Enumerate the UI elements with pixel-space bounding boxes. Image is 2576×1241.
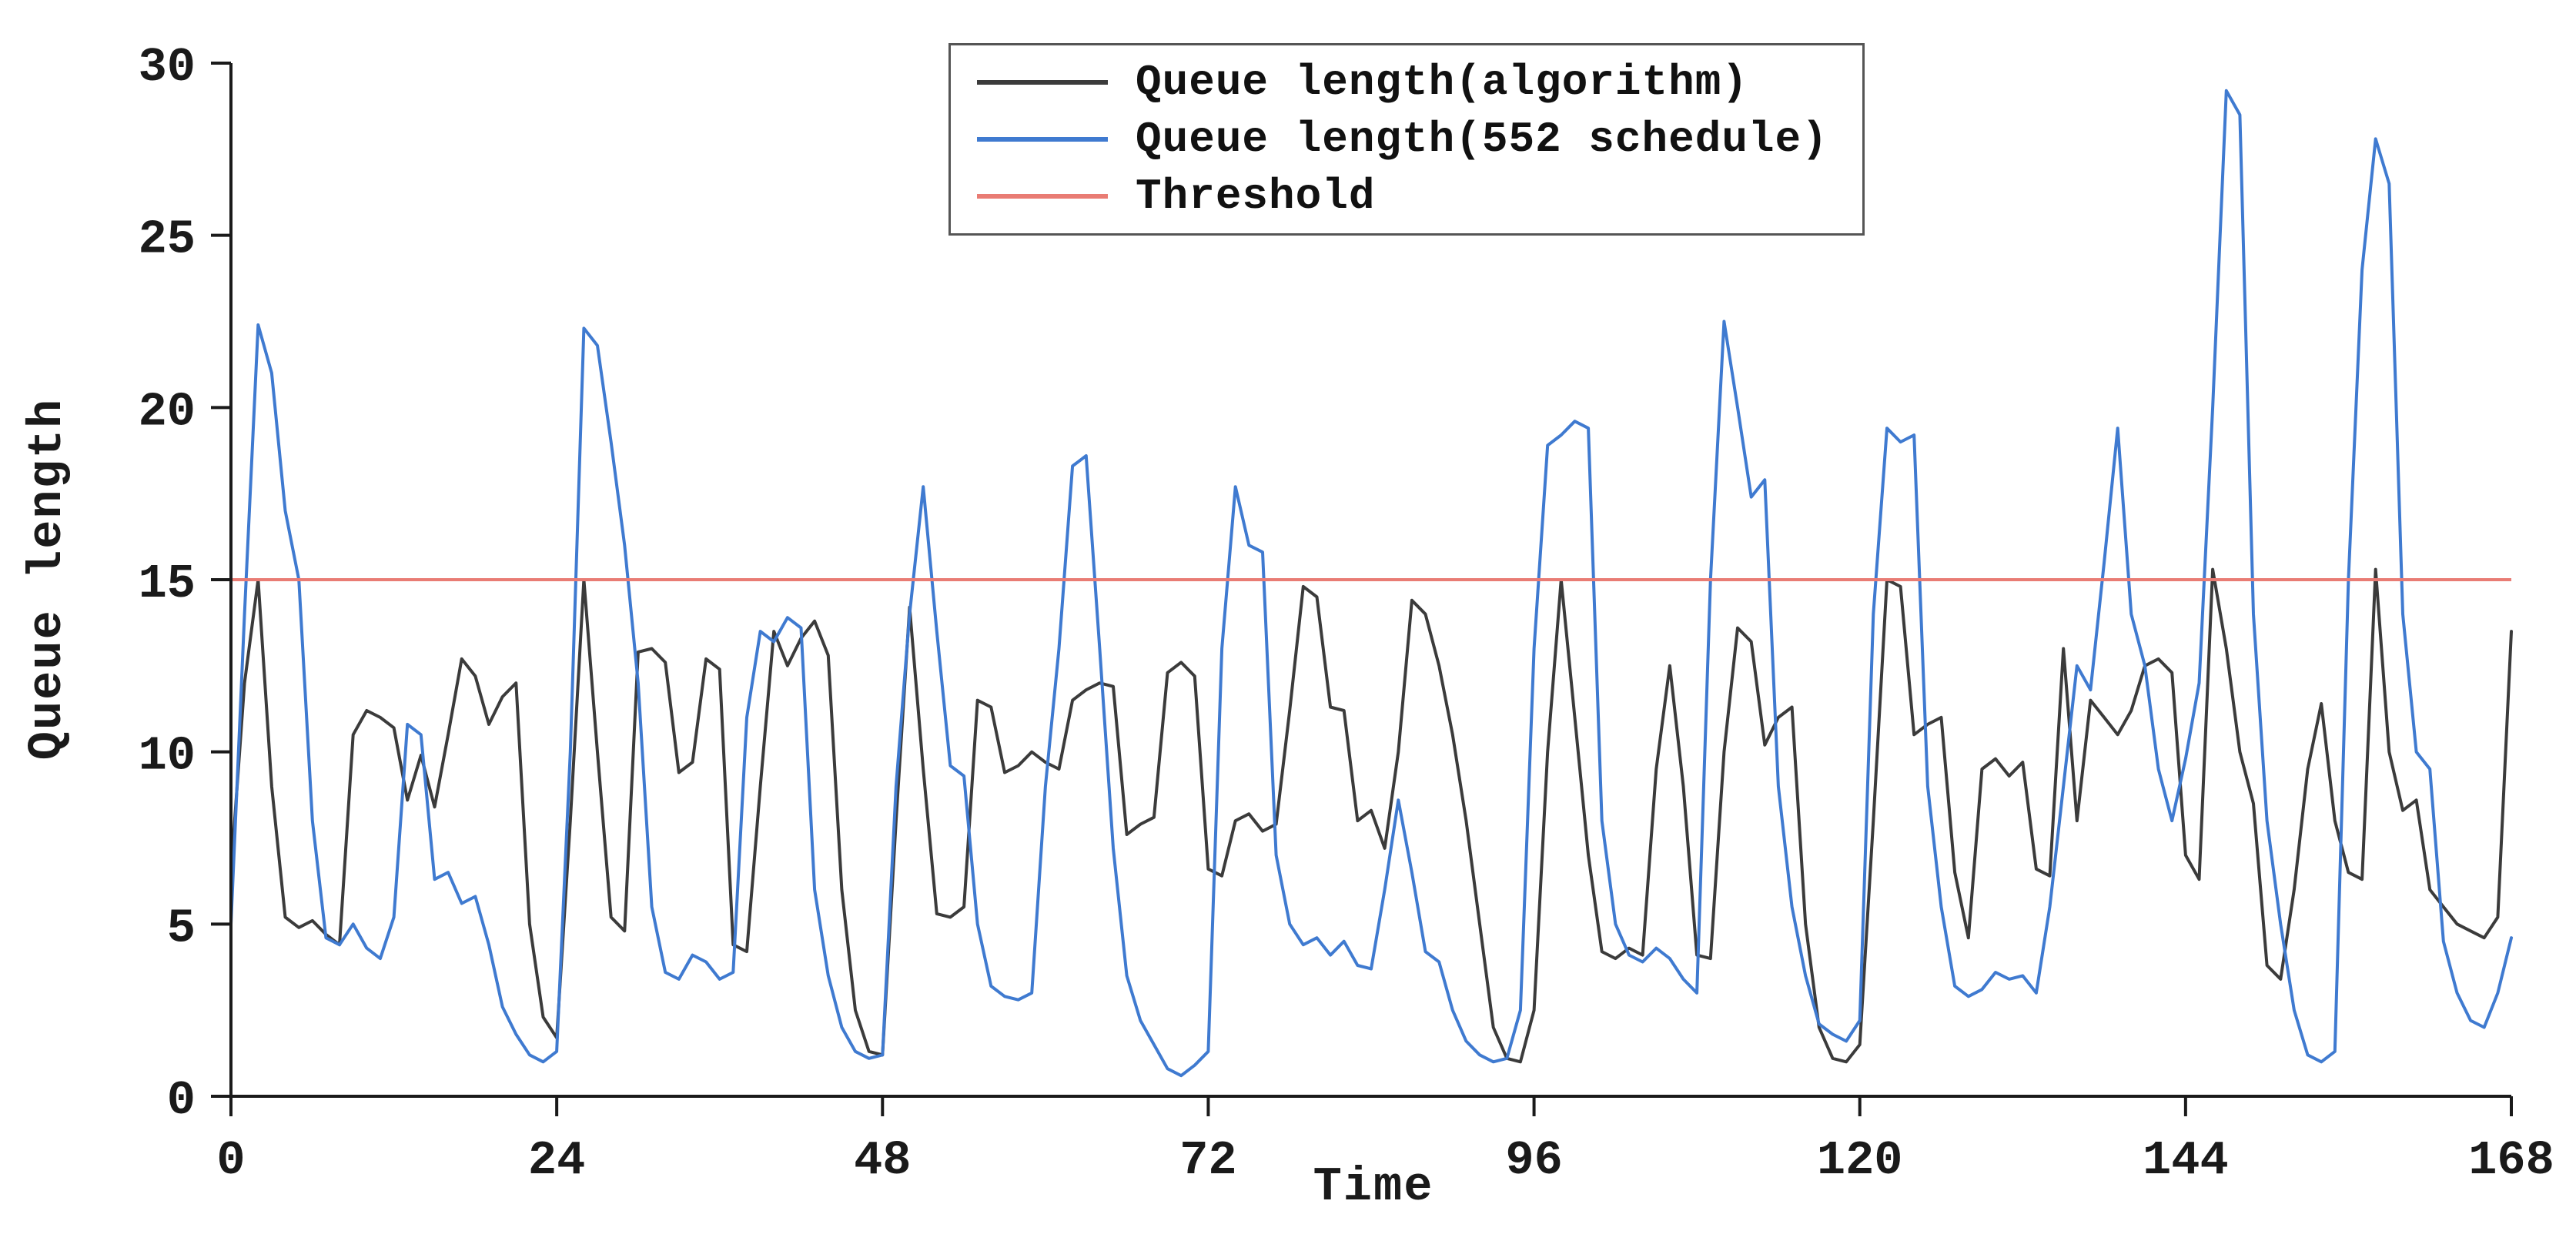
- legend-item-552-schedule: Queue length(552 schedule): [977, 115, 1828, 164]
- legend-label-threshold: Threshold: [1136, 172, 1376, 221]
- svg-text:96: 96: [1505, 1133, 1562, 1188]
- svg-text:20: 20: [139, 384, 196, 439]
- legend-label-552-schedule: Queue length(552 schedule): [1136, 115, 1828, 164]
- svg-text:144: 144: [2143, 1133, 2229, 1188]
- x-axis-label: Time: [1313, 1159, 1434, 1214]
- svg-text:24: 24: [528, 1133, 585, 1188]
- svg-text:10: 10: [139, 729, 196, 784]
- legend-label-algorithm: Queue length(algorithm): [1136, 58, 1748, 107]
- svg-text:120: 120: [1817, 1133, 1903, 1188]
- legend-item-algorithm: Queue length(algorithm): [977, 58, 1828, 107]
- svg-text:0: 0: [216, 1133, 245, 1188]
- schedule-line-swatch: [977, 137, 1108, 142]
- legend-item-threshold: Threshold: [977, 172, 1828, 221]
- svg-text:30: 30: [139, 40, 196, 95]
- legend: Queue length(algorithm) Queue length(552…: [948, 43, 1865, 236]
- threshold-line-swatch: [977, 194, 1108, 199]
- svg-text:15: 15: [139, 557, 196, 611]
- svg-text:72: 72: [1179, 1133, 1236, 1188]
- svg-text:5: 5: [167, 901, 196, 955]
- y-axis-label: Queue length: [20, 397, 75, 761]
- svg-text:168: 168: [2468, 1133, 2554, 1188]
- svg-text:0: 0: [167, 1073, 196, 1128]
- svg-text:25: 25: [139, 212, 196, 267]
- svg-text:48: 48: [854, 1133, 911, 1188]
- algorithm-line-swatch: [977, 80, 1108, 85]
